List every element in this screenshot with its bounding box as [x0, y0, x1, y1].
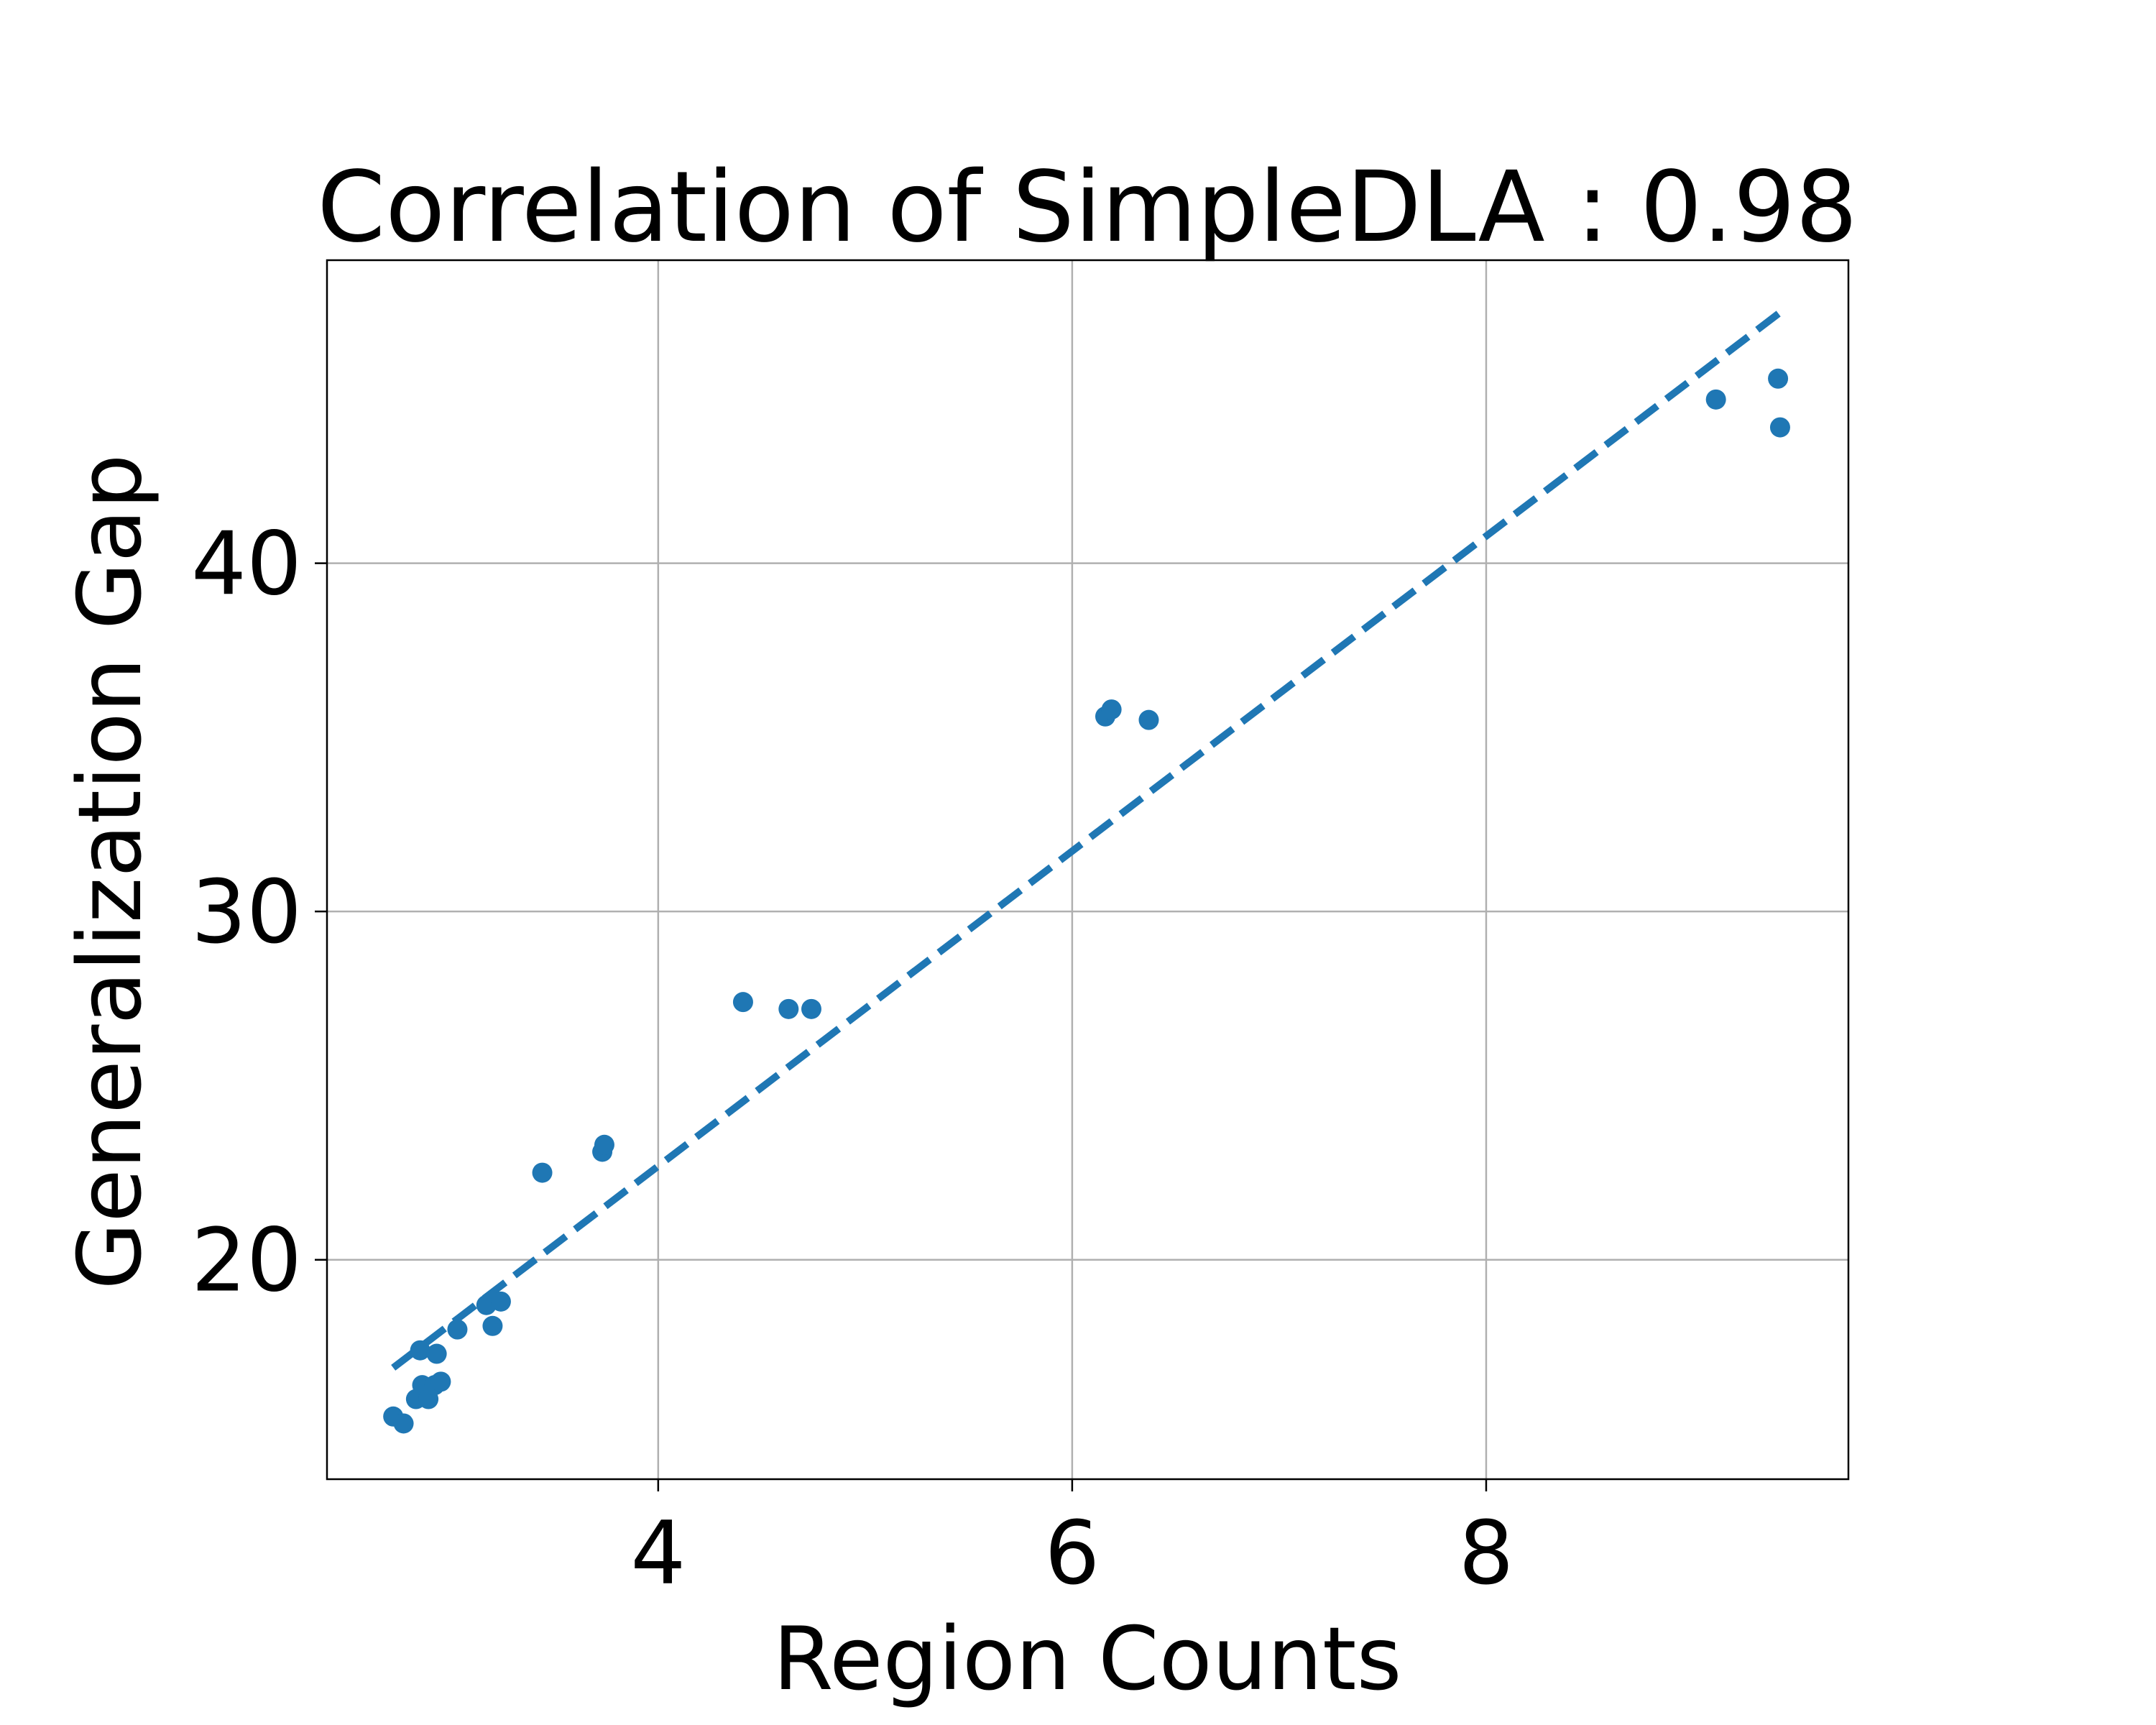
- data-point: [1769, 417, 1790, 438]
- y-tick-label: 20: [191, 1210, 302, 1312]
- data-point: [1705, 389, 1726, 410]
- x-tick-label: 6: [1044, 1503, 1100, 1604]
- chart-title: Correlation of SimpleDLA : 0.98: [317, 151, 1858, 264]
- data-points: [383, 368, 1790, 1434]
- data-point: [732, 992, 753, 1013]
- data-point: [490, 1291, 511, 1312]
- data-point: [410, 1340, 430, 1361]
- plot-area: [326, 259, 1850, 1481]
- data-point: [778, 998, 799, 1019]
- data-point: [1101, 699, 1122, 720]
- data-point: [801, 998, 821, 1019]
- data-point: [426, 1343, 447, 1364]
- y-axis-label: Generalization Gap: [60, 454, 161, 1289]
- y-tick-label: 40: [191, 514, 302, 615]
- trend-line-group: [391, 309, 1782, 1371]
- x-tick-label: 8: [1458, 1503, 1514, 1604]
- data-point: [1768, 368, 1789, 389]
- data-point: [594, 1134, 614, 1155]
- y-tick-label: 30: [191, 862, 302, 963]
- x-tick-label: 4: [630, 1503, 686, 1604]
- data-point: [1138, 709, 1159, 730]
- data-point: [447, 1319, 468, 1340]
- x-axis-label: Region Counts: [773, 1609, 1401, 1710]
- trend-line: [391, 309, 1782, 1371]
- grid: [327, 260, 1848, 1479]
- data-point: [482, 1315, 503, 1336]
- axis-ticks: 4 6 8 20 30 40: [191, 514, 1514, 1604]
- data-point: [430, 1371, 451, 1392]
- data-point: [532, 1162, 553, 1183]
- data-point: [393, 1413, 414, 1434]
